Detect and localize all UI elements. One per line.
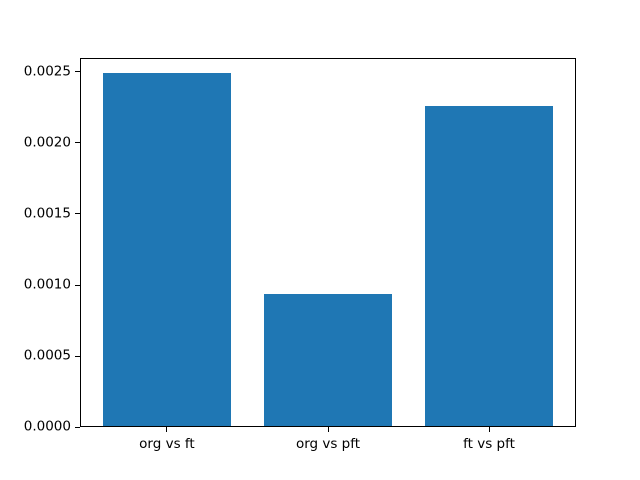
y-tick-label: 0.0020 — [23, 134, 71, 151]
y-tick-label: 0.0015 — [23, 205, 71, 222]
y-tick-mark — [75, 71, 80, 73]
y-tick-label: 0.0000 — [23, 418, 71, 435]
x-tick-mark — [488, 427, 490, 432]
y-tick-label: 0.0025 — [23, 63, 71, 80]
bar-org-vs-pft — [263, 293, 393, 426]
bar-ft-vs-pft — [424, 106, 554, 426]
y-tick-mark — [75, 355, 80, 357]
x-tick-label-org-vs-pft: org vs pft — [295, 436, 361, 452]
y-tick-mark — [75, 213, 80, 215]
y-tick-mark — [75, 142, 80, 144]
x-tick-label-org-vs-ft: org vs ft — [139, 436, 195, 452]
plot-area — [80, 58, 576, 427]
bar-org-vs-ft — [102, 73, 232, 426]
x-tick-mark — [327, 427, 329, 432]
y-tick-mark — [75, 284, 80, 286]
x-tick-mark — [166, 427, 168, 432]
y-tick-label: 0.0010 — [23, 276, 71, 293]
x-tick-label-ft-vs-pft: ft vs pft — [463, 436, 515, 452]
y-tick-mark — [75, 426, 80, 428]
y-tick-label: 0.0005 — [23, 347, 71, 364]
